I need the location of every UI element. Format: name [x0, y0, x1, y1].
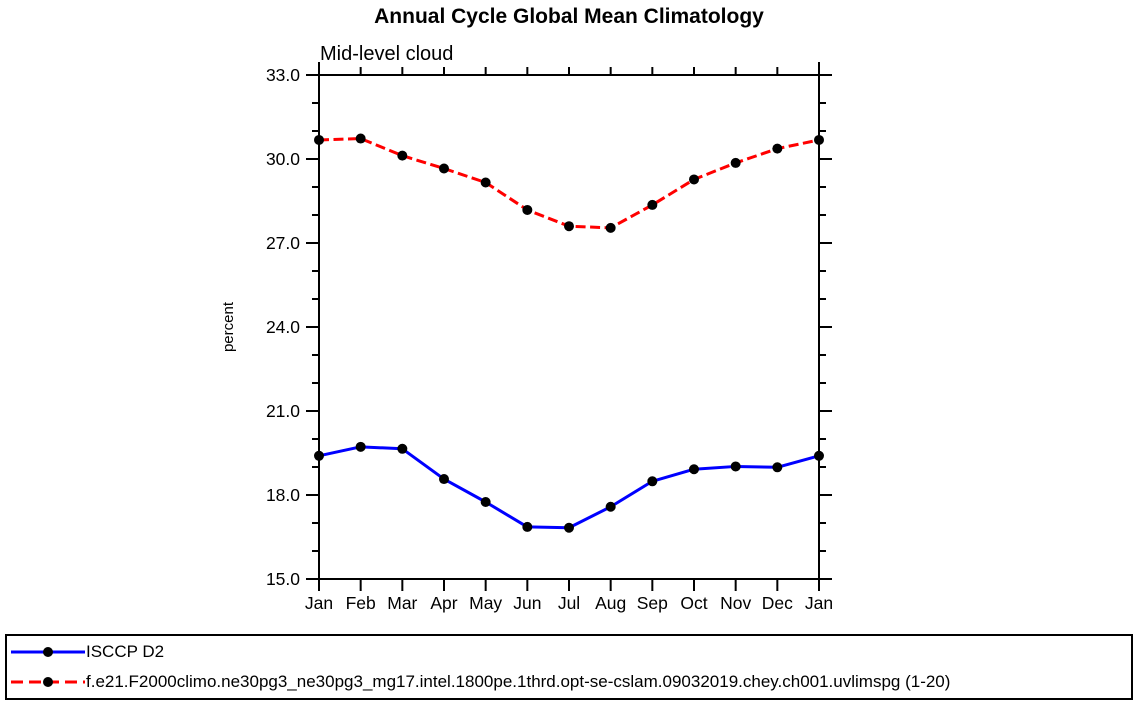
- y-axis-tick-label: 18.0: [266, 485, 300, 505]
- data-point-marker: [314, 450, 324, 461]
- data-point-marker: [730, 461, 741, 472]
- data-point-marker: [480, 177, 491, 188]
- data-point-marker: [772, 462, 783, 473]
- x-axis-tick-label: Sep: [637, 593, 668, 613]
- legend-item: ISCCP D2: [7, 637, 1131, 666]
- data-point-marker: [772, 143, 783, 154]
- y-axis-tick-label: 33.0: [266, 65, 300, 85]
- legend: ISCCP D2 f.e21.F2000climo.ne30pg3_ne30pg3…: [5, 634, 1133, 700]
- solid-line-sample-icon: [11, 646, 85, 657]
- x-axis-tick-label: Jan: [305, 593, 333, 613]
- x-axis-tick-label: Nov: [720, 593, 751, 613]
- data-point-marker: [647, 199, 658, 210]
- data-point-marker: [480, 497, 491, 507]
- marker-dot-icon: [43, 677, 53, 688]
- x-axis-tick-label: Jul: [558, 593, 580, 613]
- data-point-marker: [439, 474, 449, 485]
- plot-frame: [318, 74, 820, 580]
- x-axis-tick-label: May: [469, 593, 502, 613]
- x-axis-tick-label: Apr: [430, 593, 457, 613]
- data-point-marker: [439, 163, 449, 174]
- legend-item-label: ISCCP D2: [86, 641, 165, 661]
- chart-title: Annual Cycle Global Mean Climatology: [374, 5, 764, 28]
- data-point-marker: [397, 443, 408, 454]
- data-point-marker: [647, 476, 658, 487]
- data-point-marker: [605, 501, 616, 512]
- data-point-marker: [814, 134, 824, 145]
- series-line-obs: [318, 445, 820, 530]
- y-axis-tick-label: 24.0: [266, 317, 300, 337]
- chart-subtitle: Mid-level cloud: [320, 43, 454, 65]
- y-axis-tick-label: 27.0: [266, 233, 300, 253]
- data-point-marker: [522, 521, 533, 532]
- x-axis-tick-label: Oct: [680, 593, 707, 613]
- data-point-marker: [355, 441, 366, 452]
- x-axis-tick-label: Feb: [346, 593, 376, 613]
- data-point-marker: [314, 134, 324, 145]
- data-point-marker: [564, 522, 574, 533]
- dashed-line-sample-icon: [11, 677, 85, 688]
- data-point-marker: [689, 174, 699, 185]
- data-point-marker: [397, 150, 408, 161]
- legend-item-label: f.e21.F2000climo.ne30pg3_ne30pg3_mg17.in…: [86, 672, 951, 692]
- data-point-marker: [605, 222, 616, 233]
- x-axis-tick-label: Aug: [595, 593, 626, 613]
- data-point-marker: [730, 157, 741, 168]
- data-point-marker: [689, 464, 699, 475]
- x-axis-tick-label: Dec: [762, 593, 793, 613]
- data-point-marker: [522, 204, 533, 215]
- legend-item: f.e21.F2000climo.ne30pg3_ne30pg3_mg17.in…: [7, 668, 1131, 697]
- y-axis-tick-label: 15.0: [266, 569, 300, 589]
- x-axis-tick-label: Jan: [805, 593, 833, 613]
- x-axis-tick-label: Jun: [513, 593, 541, 613]
- x-axis-tick-label: Mar: [387, 593, 417, 613]
- data-point-marker: [814, 450, 824, 461]
- y-axis-tick-label: 30.0: [266, 149, 300, 169]
- series-line-model: [318, 137, 820, 230]
- data-point-marker: [564, 221, 574, 232]
- data-point-marker: [355, 133, 366, 144]
- marker-dot-icon: [43, 646, 53, 657]
- y-axis-tick-label: 21.0: [266, 401, 300, 421]
